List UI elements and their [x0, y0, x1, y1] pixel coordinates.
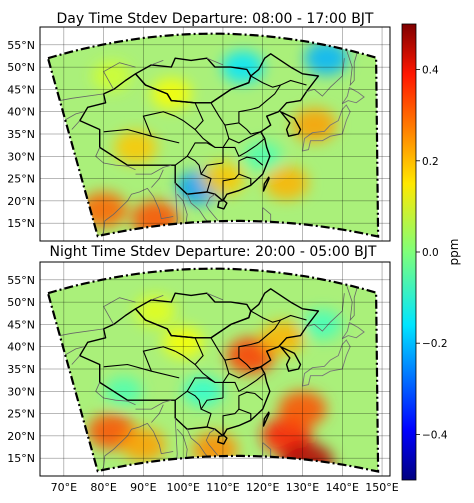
land-outline [262, 411, 270, 427]
panel-1-title: Day Time Stdev Departure: 08:00 - 17:00 … [56, 11, 373, 27]
colorbar-gradient [401, 23, 417, 481]
coastline [341, 86, 365, 105]
y-tick-label: 50°N [7, 296, 35, 309]
province-boundary [223, 138, 266, 158]
panel-2-domain-boundary [46, 267, 380, 473]
province-boundary [142, 111, 176, 137]
y-tick-label: 15°N [7, 452, 35, 465]
province-boundary [223, 373, 266, 393]
hotspot [260, 321, 305, 355]
x-tick-label: 100°E [166, 481, 199, 494]
province-boundary [186, 390, 202, 410]
panel-1: 15°N 20°N 25°N 30°N 35°N 40°N 45°N 50°N 55°N [7, 26, 391, 242]
y-tick-label: 55°N [7, 39, 35, 52]
x-tick-label: 140°E [326, 481, 359, 494]
y-tick-label: 25°N [7, 173, 35, 186]
hotspot [292, 108, 337, 143]
province-boundary [142, 346, 176, 372]
x-tick-label: 110°E [206, 481, 239, 494]
land-outline [279, 111, 302, 137]
coastline [206, 292, 224, 301]
land-outline [134, 292, 252, 339]
province-boundary [250, 75, 281, 88]
panel-2-x-ticks: 70°E 80°E 90°E 100°E 110°E 120°E 130°E 140°E 150… [51, 481, 399, 494]
province-boundary [194, 102, 204, 130]
hotspot [150, 78, 192, 110]
x-tick-label: 90°E [130, 481, 156, 494]
coastline [306, 58, 345, 97]
province-boundary [250, 310, 281, 323]
y-tick-label: 30°N [7, 150, 35, 163]
land-outline [262, 176, 270, 192]
x-tick-label: 70°E [51, 481, 77, 494]
y-tick-label: 40°N [7, 341, 35, 354]
province-boundary [210, 337, 230, 374]
province-boundary [186, 155, 202, 175]
province-boundary [238, 391, 264, 410]
y-tick-label: 40°N [7, 106, 35, 119]
coastline [174, 417, 220, 472]
x-tick-label: 120°E [246, 481, 279, 494]
coastline [301, 104, 351, 152]
coastline [151, 60, 164, 66]
y-tick-label: 45°N [7, 83, 35, 96]
panel-2: 15°N 20°N 25°N 30°N 35°N 40°N 45°N 50°N 55°N 70°… [7, 261, 399, 494]
coastline [95, 382, 136, 406]
hotspot [113, 130, 158, 164]
province-boundary [238, 122, 261, 135]
y-tick-label: 20°N [7, 430, 35, 443]
coastline [174, 182, 220, 237]
province-boundary [103, 363, 180, 379]
x-tick-label: 80°E [90, 481, 116, 494]
colorbar-tick-label: 0.2 [422, 156, 439, 168]
panel-2-y-ticks: 15°N 20°N 25°N 30°N 35°N 40°N 45°N 50°N 55°N [7, 274, 35, 465]
panel-1-gridlines [40, 27, 390, 241]
colorbar-label: ppm [447, 239, 461, 266]
panel-1-y-ticks: 15°N 20°N 25°N 30°N 35°N 40°N 45°N 50°N 55°N [7, 39, 35, 230]
coastline [95, 147, 136, 171]
coastline [206, 57, 224, 66]
x-tick-label: 130°E [286, 481, 319, 494]
land-outline [134, 57, 252, 104]
coastline [151, 295, 164, 301]
hotspot [264, 166, 309, 200]
province-boundary [238, 357, 261, 370]
y-tick-label: 55°N [7, 274, 35, 287]
colorbar-tick-label: 0.0 [422, 247, 439, 259]
panel-2-title: Night Time Stdev Departure: 20:00 - 05:0… [50, 244, 377, 260]
coastline [71, 120, 81, 130]
y-tick-label: 30°N [7, 385, 35, 398]
y-tick-label: 45°N [7, 318, 35, 331]
coastline [306, 293, 345, 332]
land-outline [279, 346, 302, 372]
province-boundary [210, 102, 230, 139]
x-tick-label: 150°E [365, 481, 398, 494]
panel-1-domain-boundary [46, 32, 380, 238]
y-tick-label: 35°N [7, 363, 35, 376]
colorbar-tick-label: −0.4 [422, 429, 448, 441]
coastline [71, 355, 81, 365]
province-boundary [194, 337, 204, 365]
hotspot [304, 41, 349, 75]
colorbar-ticks: 0.4 0.2 0.0 −0.2 −0.4 [416, 65, 448, 441]
colorbar: 0.4 0.2 0.0 −0.2 −0.4 ppm [401, 23, 461, 481]
y-tick-label: 35°N [7, 128, 35, 141]
coastline [301, 339, 351, 387]
y-tick-label: 20°N [7, 195, 35, 208]
y-tick-label: 25°N [7, 408, 35, 421]
colorbar-tick-label: 0.4 [422, 65, 439, 77]
province-boundary [103, 128, 180, 144]
coastline [341, 321, 365, 340]
y-tick-label: 50°N [7, 61, 35, 74]
panel-2-gridlines [40, 262, 390, 476]
province-boundary [238, 156, 264, 175]
y-tick-label: 15°N [7, 217, 35, 230]
colorbar-tick-label: −0.2 [422, 338, 448, 350]
